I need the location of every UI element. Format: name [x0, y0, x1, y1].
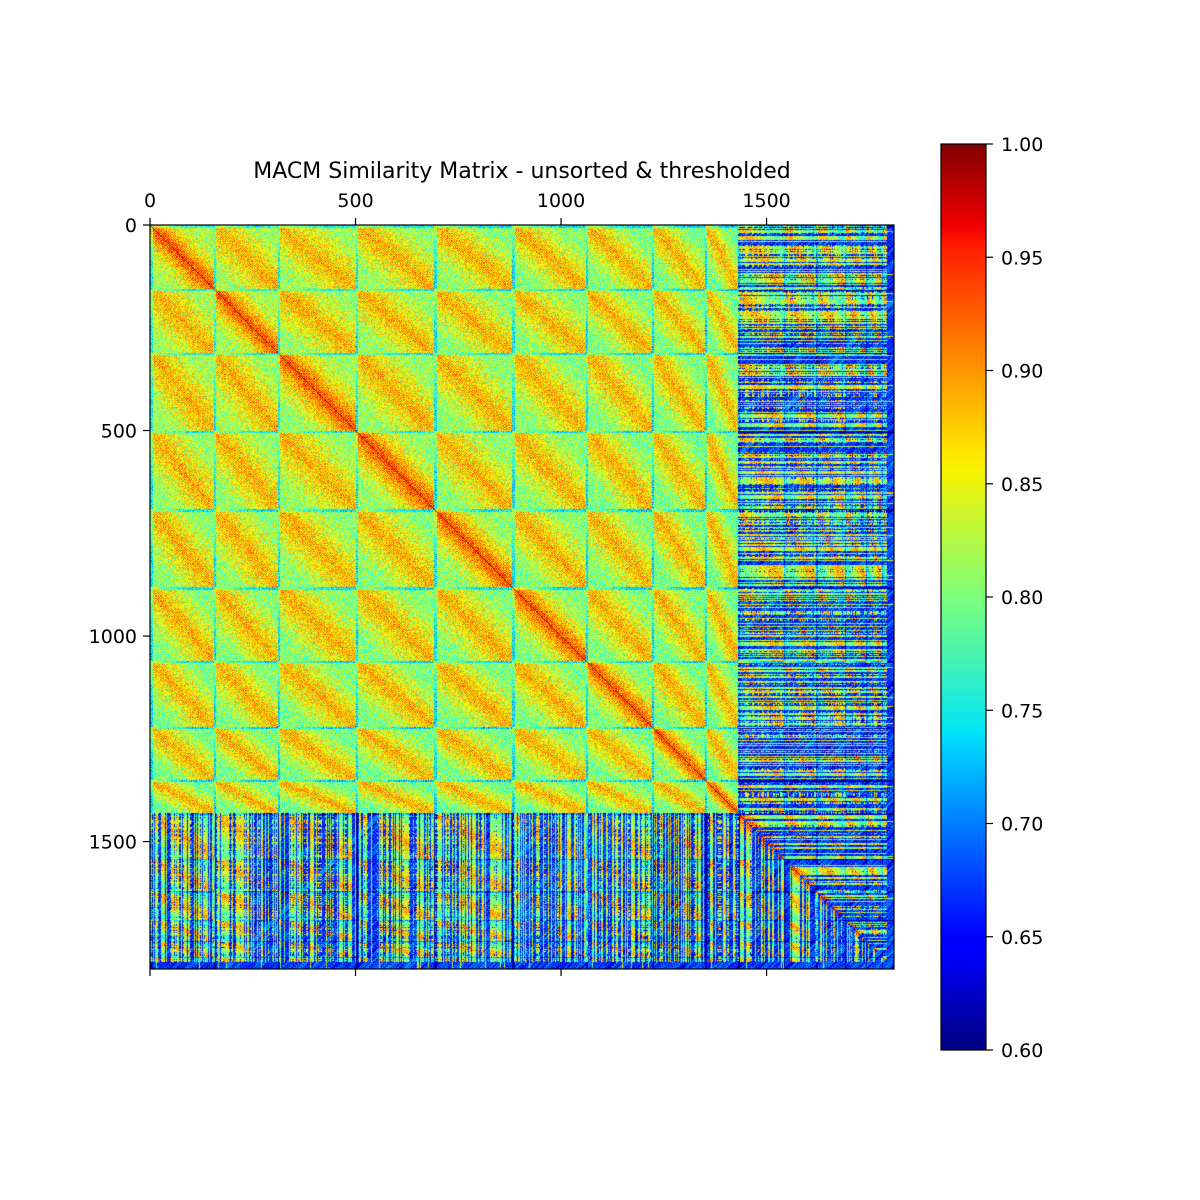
colorbar: 1.00 0.95 0.90 0.85 0.80 0.75 0.70 0.65 0.60	[940, 134, 1043, 1062]
y-tick-label: 0	[125, 215, 137, 237]
x-tick-label: 1500	[742, 190, 790, 212]
colorbar-tick-label: 0.65	[1001, 927, 1043, 949]
heatmap-plot-area	[149, 224, 895, 970]
heatmap-image	[150, 225, 894, 969]
y-tick-label: 1500	[89, 832, 137, 854]
x-tick-label: 0	[144, 190, 156, 212]
plot-frame	[149, 224, 895, 970]
y-tick-label: 1000	[89, 626, 137, 648]
colorbar-tick-label: 1.00	[1001, 134, 1043, 156]
colorbar-ticks: 1.00 0.95 0.90 0.85 0.80 0.75 0.70 0.65 0.60	[986, 134, 1043, 1062]
y-tick-label: 500	[101, 421, 137, 443]
colorbar-tick-label: 0.95	[1001, 247, 1043, 269]
x-tick-label: 500	[337, 190, 373, 212]
colorbar-gradient	[941, 144, 986, 1050]
colorbar-tick-label: 0.90	[1001, 361, 1043, 383]
x-axis: 0 500 1000 1500	[144, 190, 791, 976]
colorbar-tick-label: 0.70	[1001, 814, 1043, 836]
colorbar-tick-label: 0.75	[1001, 700, 1043, 722]
chart-title: MACM Similarity Matrix - unsorted & thre…	[253, 159, 790, 184]
colorbar-tick-label: 0.85	[1001, 474, 1043, 496]
x-tick-label: 1000	[537, 190, 585, 212]
colorbar-tick-label: 0.60	[1001, 1040, 1043, 1062]
colorbar-tick-label: 0.80	[1001, 587, 1043, 609]
y-axis: 0 500 1000 1500	[89, 215, 150, 854]
